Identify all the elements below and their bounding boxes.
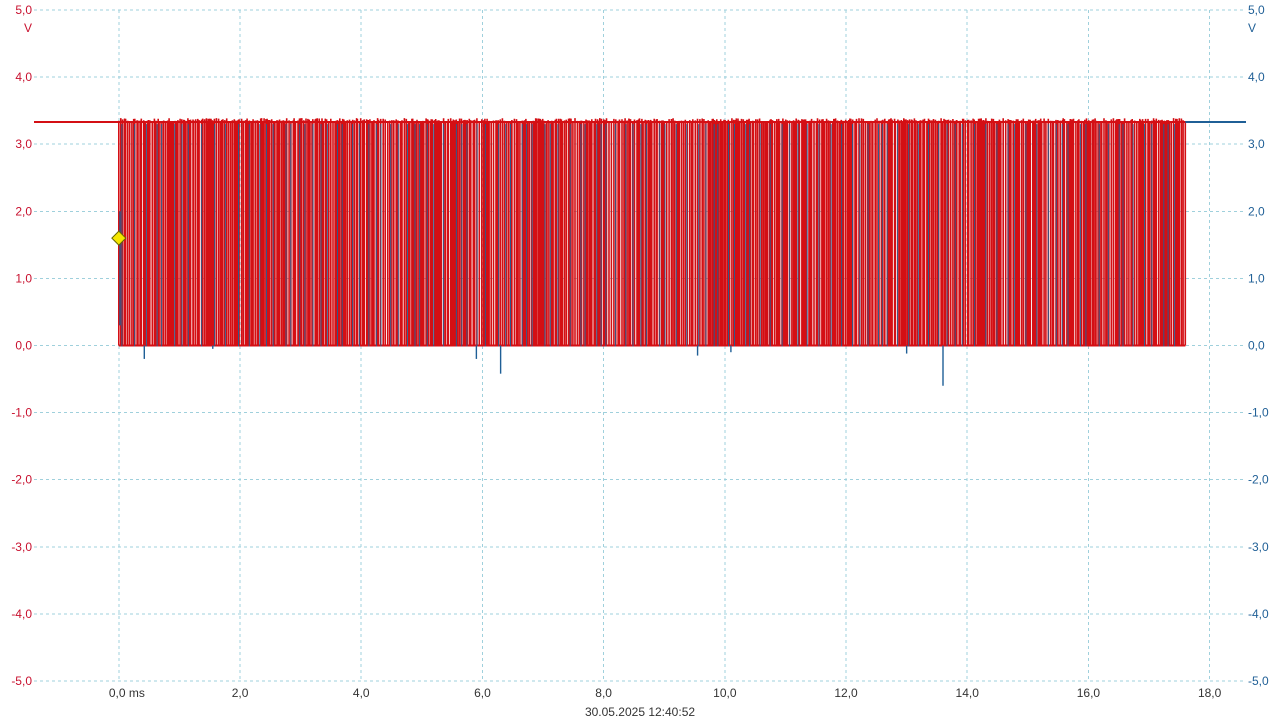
y-tick-label-right: -2,0 xyxy=(1248,473,1269,487)
y-tick-label-left: -3,0 xyxy=(11,540,32,554)
x-tick-label: 8,0 xyxy=(595,686,612,700)
y-tick-label-right: 0,0 xyxy=(1248,339,1265,353)
y-tick-label-left: -5,0 xyxy=(11,674,32,688)
y-tick-label-right: -5,0 xyxy=(1248,674,1269,688)
channel-b-trace xyxy=(119,121,1246,386)
x-tick-label: 0,0 ms xyxy=(109,686,145,700)
x-tick-label: 14,0 xyxy=(956,686,980,700)
y-tick-label-right: 1,0 xyxy=(1248,271,1265,285)
burst-pulses xyxy=(118,118,1187,346)
capture-timestamp: 30.05.2025 12:40:52 xyxy=(585,705,695,719)
y-tick-label-left: 1,0 xyxy=(15,271,32,285)
y-tick-label-right: -4,0 xyxy=(1248,607,1269,621)
y-tick-label-left: -1,0 xyxy=(11,406,32,420)
y-unit-right: V xyxy=(1248,21,1256,35)
y-tick-label-right: 3,0 xyxy=(1248,137,1265,151)
left-y-axis: 5,0 4,0 3,0 2,0 1,0 0,0 -1,0 -2,0 -3,0 -4,0 -5,0 V xyxy=(11,3,32,688)
x-tick-label: 12,0 xyxy=(834,686,858,700)
x-tick-label: 16,0 xyxy=(1077,686,1101,700)
y-tick-label-right: -1,0 xyxy=(1248,406,1269,420)
y-tick-label-right: 4,0 xyxy=(1248,70,1265,84)
trigger-diamond xyxy=(111,230,127,246)
channel-a-trace xyxy=(34,118,1187,347)
y-tick-label-left: -4,0 xyxy=(11,607,32,621)
x-tick-label: 10,0 xyxy=(713,686,737,700)
y-tick-label-left: 0,0 xyxy=(15,339,32,353)
x-axis: 0,0 ms 2,0 4,0 6,0 8,0 10,0 12,0 14,0 16,0 18,0 xyxy=(109,686,1222,700)
x-tick-label: 4,0 xyxy=(353,686,370,700)
trigger-marker xyxy=(111,230,127,246)
y-tick-label-right: -3,0 xyxy=(1248,540,1269,554)
right-y-axis: 5,0 4,0 3,0 2,0 1,0 0,0 -1,0 -2,0 -3,0 -4,0 -5,0 V xyxy=(1248,3,1269,688)
x-tick-label: 6,0 xyxy=(474,686,491,700)
y-tick-label-left: -2,0 xyxy=(11,473,32,487)
y-tick-label-left: 3,0 xyxy=(15,137,32,151)
y-tick-label-left: 4,0 xyxy=(15,70,32,84)
y-tick-label-right: 2,0 xyxy=(1248,204,1265,218)
y-tick-label-left: 2,0 xyxy=(15,204,32,218)
y-tick-label-left: 5,0 xyxy=(15,3,32,17)
y-tick-label-right: 5,0 xyxy=(1248,3,1265,17)
y-unit-left: V xyxy=(24,21,32,35)
x-tick-label: 18,0 xyxy=(1198,686,1222,700)
x-tick-label: 2,0 xyxy=(232,686,249,700)
